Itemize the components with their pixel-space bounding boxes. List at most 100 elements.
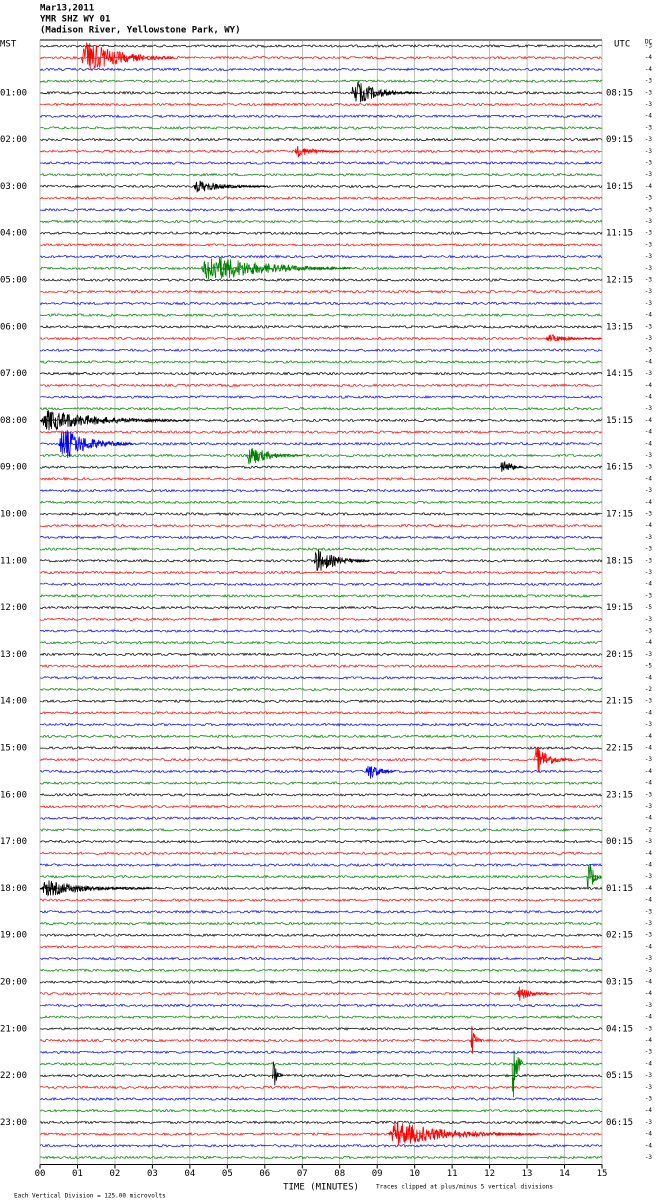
dc-offset: -2 (645, 826, 653, 833)
seismic-event (500, 460, 524, 472)
utc-label: 03:15 (606, 978, 633, 988)
dc-offset: -3 (645, 487, 653, 494)
dc-offset: -3 (645, 546, 653, 553)
dc-offset: -3 (645, 89, 653, 96)
trace (39, 1085, 603, 1090)
utc-label: 05:15 (606, 1071, 633, 1081)
trace (40, 944, 603, 949)
dc-offset: -4 (645, 990, 653, 997)
trace (39, 161, 603, 165)
x-axis-title: TIME (MINUTES) (283, 1183, 359, 1193)
trace (39, 851, 603, 856)
dc-offset: -3 (645, 335, 653, 342)
trace (39, 406, 603, 411)
mst-label: 04:00 (0, 229, 27, 239)
dc-offset: -3 (645, 1049, 653, 1056)
mst-label: 23:00 (0, 1118, 27, 1128)
trace (39, 348, 603, 353)
trace (39, 980, 603, 985)
trace (39, 593, 603, 598)
seismic-event (586, 864, 602, 889)
trace (39, 722, 603, 727)
dc-offset: -3 (645, 721, 653, 728)
dc-offset: -3 (645, 838, 653, 845)
dc-offset: -3 (645, 405, 653, 412)
dc-offset: -3 (645, 160, 653, 167)
mst-label: 21:00 (0, 1024, 27, 1034)
seismic-event (39, 880, 153, 897)
utc-label: 10:15 (606, 182, 633, 192)
trace (39, 336, 603, 341)
utc-label: 00:15 (606, 837, 633, 847)
seismic-event (246, 448, 303, 465)
date: Mar13,2011 (40, 4, 94, 14)
utc-label: 15:15 (606, 416, 633, 426)
seismic-event (193, 180, 269, 193)
trace (39, 792, 603, 797)
utc-label: 12:15 (606, 276, 633, 286)
dc-offset: -4 (645, 1060, 653, 1067)
utc-label: 02:15 (606, 931, 633, 941)
trace (39, 44, 603, 48)
x-tick-label: 03 (147, 1169, 158, 1179)
trace (39, 523, 603, 528)
seismic-event (511, 1050, 524, 1098)
seismic-event (80, 42, 175, 71)
trace (39, 278, 603, 282)
dc-offset: -5 (645, 663, 653, 670)
dc-offset: -4 (645, 66, 653, 73)
dc-offset: -4 (645, 862, 653, 869)
dc-offset: -3 (645, 1072, 653, 1079)
dc-offset: -3 (645, 803, 653, 810)
dc-offset: -3 (645, 101, 653, 108)
trace (39, 827, 603, 832)
x-tick-label: 07 (297, 1169, 308, 1179)
dc-offset: -3 (645, 230, 653, 237)
trace (39, 687, 603, 692)
dc-offset: -3 (645, 148, 653, 155)
trace (40, 488, 603, 493)
utc-label: 16:15 (606, 463, 633, 473)
trace (39, 617, 603, 622)
trace (39, 1026, 603, 1031)
dc-offset: -3 (645, 323, 653, 330)
trace (39, 1155, 603, 1160)
dc-offset: -4 (645, 897, 653, 904)
dc-offset: -3 (645, 1096, 653, 1103)
utc-label: 09:15 (606, 135, 633, 145)
dc-offset: -3 (645, 756, 653, 763)
x-tick-label: 12 (484, 1169, 495, 1179)
trace (39, 1108, 603, 1113)
x-tick-label: 00 (35, 1169, 46, 1179)
trace (39, 1120, 603, 1125)
mst-label: 03:00 (0, 182, 27, 192)
dc-offset: -4 (645, 780, 653, 787)
x-tick-label: 10 (409, 1169, 420, 1179)
dc-offset: -3 (645, 195, 653, 202)
dc-offset: -3 (645, 171, 653, 178)
trace (39, 757, 603, 762)
mst-label: 17:00 (0, 837, 27, 847)
x-tick-label: 13 (522, 1169, 533, 1179)
trace (39, 1096, 603, 1101)
seismic-event (388, 1122, 539, 1146)
dc-offset: -4 (645, 394, 653, 401)
station: YMR SHZ WY 01 (40, 15, 110, 25)
trace (39, 79, 603, 83)
left-axis-title: MST (0, 40, 17, 50)
dc-offset: -3 (645, 908, 653, 915)
trace (39, 500, 603, 505)
trace (39, 301, 603, 306)
dc-offset: -3 (645, 932, 653, 939)
dc-offset: -3 (645, 136, 653, 143)
utc-label: 01:15 (606, 884, 633, 894)
trace (39, 102, 603, 107)
dc-offset: -3 (645, 265, 653, 272)
dc-offset: -3 (645, 1119, 653, 1126)
trace (39, 535, 603, 540)
footer-left: Each Vertical Division = 125.00 microvol… (14, 1193, 166, 1200)
trace (39, 383, 603, 388)
x-tick-label: 14 (559, 1169, 570, 1179)
trace (39, 90, 603, 95)
trace (39, 430, 603, 435)
